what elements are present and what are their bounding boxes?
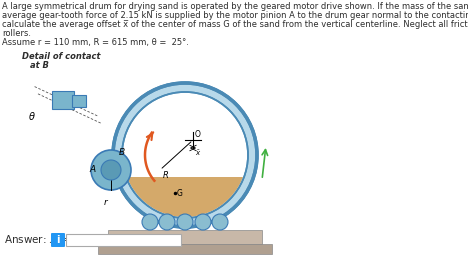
Text: A large symmetrical drum for drying sand is operated by the geared motor drive s: A large symmetrical drum for drying sand… [2,2,468,11]
Circle shape [142,214,158,230]
FancyBboxPatch shape [72,95,86,107]
Circle shape [101,160,121,180]
Text: B: B [119,148,125,157]
Bar [108,230,262,244]
Text: $\theta$: $\theta$ [28,110,36,122]
Text: calculate the average offset x̅ of the center of mass G of the sand from the ver: calculate the average offset x̅ of the c… [2,20,468,29]
Text: O: O [195,130,201,139]
Text: average gear-tooth force of 2.15 kN is supplied by the motor pinion A to the dru: average gear-tooth force of 2.15 kN is s… [2,11,468,20]
Bar [66,234,181,246]
Text: R: R [163,171,169,180]
Text: r: r [104,198,108,207]
Bar [98,244,272,254]
Text: Detail of contact: Detail of contact [22,52,101,61]
Text: G: G [177,188,183,197]
Circle shape [91,150,131,190]
Circle shape [212,214,228,230]
FancyBboxPatch shape [51,233,65,247]
Text: A: A [89,165,95,175]
Ellipse shape [122,92,248,218]
Text: at B: at B [30,61,49,70]
Text: $\bar{x}$: $\bar{x}$ [195,149,201,158]
Circle shape [195,214,211,230]
Text: mm: mm [184,235,204,245]
Text: Assume r = 110 mm, R = 615 mm, θ =  25°.: Assume r = 110 mm, R = 615 mm, θ = 25°. [2,38,189,47]
Text: Answer: $\bar{x}$ =: Answer: $\bar{x}$ = [4,234,68,246]
Polygon shape [127,177,243,217]
Text: i: i [56,235,60,245]
Circle shape [159,214,175,230]
Circle shape [177,214,193,230]
FancyBboxPatch shape [52,91,74,109]
FancyBboxPatch shape [99,162,111,178]
Text: rollers.: rollers. [2,29,31,38]
Ellipse shape [113,83,257,227]
